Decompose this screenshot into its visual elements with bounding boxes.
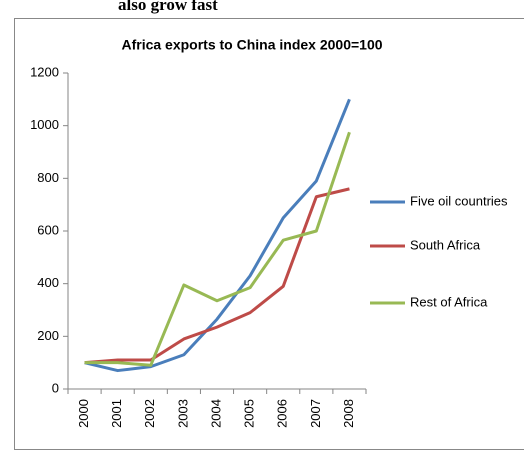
x-tick-label: 2004 [208, 399, 223, 428]
x-tick-label: 2005 [242, 399, 257, 428]
series-line [84, 98, 351, 373]
legend-label: Five oil countries [410, 193, 508, 208]
x-tick-label: 2006 [275, 399, 290, 428]
legend-label: South Africa [410, 237, 481, 252]
x-tick-label: 2000 [76, 399, 91, 428]
x-tick-label: 2007 [308, 399, 323, 428]
y-tick-label: 0 [52, 380, 59, 395]
x-tick-label: 2003 [175, 399, 190, 428]
series-line [84, 131, 351, 367]
x-tick-label: 2001 [109, 399, 124, 428]
y-tick-label: 600 [37, 222, 59, 237]
x-tick-label: 2008 [341, 399, 356, 428]
x-tick-label: 2002 [142, 399, 157, 428]
y-tick-label: 1000 [30, 117, 59, 132]
y-tick-label: 200 [37, 328, 59, 343]
series-line [84, 187, 350, 365]
y-tick-label: 1200 [30, 64, 59, 79]
legend-label: Rest of Africa [410, 294, 488, 309]
heading: also grow fast [118, 0, 218, 14]
y-tick-label: 400 [37, 275, 59, 290]
chart-frame [14, 18, 524, 450]
y-tick-label: 800 [37, 170, 59, 185]
chart-title: Africa exports to China index 2000=100 [121, 37, 382, 53]
